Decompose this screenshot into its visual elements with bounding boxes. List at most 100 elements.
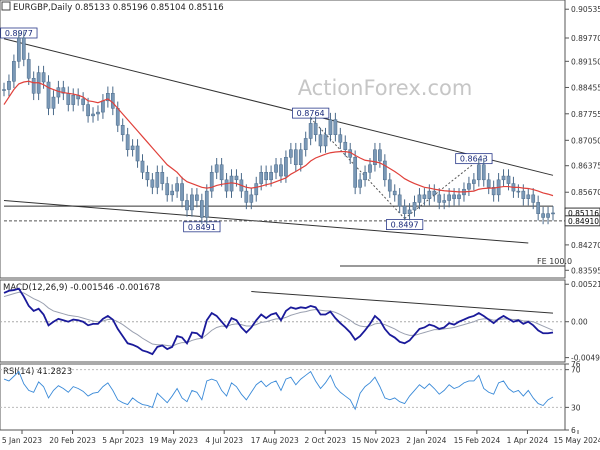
candle-body [521,190,526,199]
candle-body [318,134,323,147]
candle-body [195,194,199,201]
candle-body [274,164,278,173]
candle-body [56,87,61,98]
candle-body [452,194,456,199]
candle-body [145,172,150,181]
price-annotation-label: 0.8491 [188,223,216,232]
ma-line [3,80,554,197]
candle-body [382,160,387,181]
trendline [3,200,529,244]
candle-body [234,175,239,181]
support-price-label: 0.84910 [568,217,599,226]
candle-body [407,209,412,214]
candle-body [447,194,451,201]
candle-body [214,164,219,173]
candle-body [155,172,160,188]
candle-body [115,108,120,126]
candle-body [363,172,367,181]
candle-body [71,94,76,105]
candle-body [308,123,313,139]
candle-body [31,77,36,94]
macd-trendline [251,291,554,314]
candle-body [81,98,85,105]
price-y-tick-label: 0.90535 [571,5,600,14]
candle-body [2,89,6,91]
candle-body [219,164,224,181]
candle-body [392,190,397,196]
x-tick-label: 2 Oct 2023 [304,436,346,445]
candle-body [269,172,273,181]
candle-body [150,179,155,188]
candle-body [264,172,268,181]
candle-body [551,212,555,215]
candle-body [41,72,46,83]
candle-body [506,175,511,184]
candle-body [368,164,372,173]
price-y-tick-label: 0.89770 [571,34,600,43]
expand-icon[interactable] [1,1,11,11]
candle-body [21,37,26,60]
candle-body [279,164,283,177]
candle-body [175,183,179,192]
candle-body [106,93,110,102]
rsi-y-tick-label: 76 [571,360,581,369]
macd-y-tick-label: 0.00 [571,318,588,327]
price-annotation-label: 0.8497 [391,221,419,230]
candle-body [481,164,486,181]
candle-body [66,93,71,105]
candle-body [284,156,288,177]
candle-body [91,113,95,117]
price-annotation-label: 0.8764 [297,109,325,118]
candle-body [397,194,402,207]
candle-body [293,149,298,166]
x-tick-label: 4 Jul 2023 [205,436,243,445]
candle-body [259,172,264,184]
candle-body [343,141,348,150]
candle-body [130,145,135,150]
candle-body [101,100,105,113]
candle-body [185,200,189,211]
x-tick-label: 19 May 2023 [149,436,198,445]
rsi-panel [0,363,566,431]
candle-body [358,179,362,188]
x-tick-label: 17 Aug 2023 [251,436,299,445]
candle-body [160,172,165,184]
candle-body [501,175,506,181]
x-tick-label: 1 Apr 2024 [507,436,549,445]
price-y-tick-label: 0.87050 [571,136,600,145]
price-y-tick-label: 0.83595 [571,266,600,275]
candle-body [180,183,184,201]
candle-body [516,190,521,193]
candle-body [387,179,392,192]
candle-body [140,160,145,173]
candle-body [442,200,447,203]
macd-label: MACD(12,26,9) -0.001546 -0.001678 [3,283,160,293]
candle-body [303,138,308,150]
candle-body [16,37,21,62]
trendline [3,38,554,176]
price-y-tick-label: 0.86375 [571,162,600,171]
macd-y-tick-label: -0.00499 [571,354,600,363]
watermark: ActionForex.com [298,76,473,100]
candle-body [536,202,541,214]
x-tick-label: 15 May 2024 [554,436,600,445]
candle-body [313,123,318,135]
candle-body [165,183,170,196]
x-tick-label: 15 Feb 2024 [454,436,501,445]
projection-dotted-line [310,117,405,219]
macd-line [3,287,554,356]
candle-body [402,205,407,214]
candle-body [125,134,130,150]
candle-body [472,179,476,184]
candle-body [244,190,249,203]
candle-body [51,96,56,109]
candle-body [323,134,328,147]
candle-body [467,183,471,190]
candle-body [135,145,140,162]
candle-body [209,172,214,192]
x-tick-label: 5 Jan 2023 [2,436,42,445]
candle-body [373,149,377,166]
price-y-tick-label: 0.89150 [571,57,600,66]
candle-body [86,104,90,117]
candle-body [476,164,481,181]
